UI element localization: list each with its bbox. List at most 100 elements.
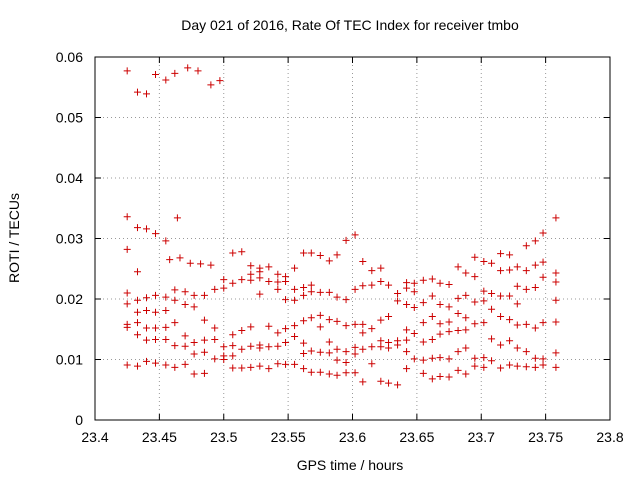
data-point bbox=[454, 348, 462, 356]
data-point bbox=[513, 344, 521, 352]
data-point bbox=[190, 370, 198, 378]
data-point bbox=[316, 348, 324, 356]
data-point bbox=[342, 369, 350, 377]
data-point bbox=[462, 344, 470, 352]
data-point bbox=[462, 269, 470, 277]
data-point bbox=[342, 296, 350, 304]
data-point bbox=[539, 229, 547, 237]
data-point bbox=[152, 291, 160, 299]
data-point bbox=[184, 64, 192, 72]
data-point bbox=[274, 285, 282, 293]
data-point bbox=[513, 321, 521, 329]
data-point bbox=[403, 336, 411, 344]
data-point bbox=[428, 292, 436, 300]
data-point bbox=[256, 274, 264, 282]
data-points bbox=[123, 64, 560, 389]
data-point bbox=[506, 251, 514, 259]
data-point bbox=[307, 347, 315, 355]
data-point bbox=[359, 345, 367, 353]
data-point bbox=[229, 352, 237, 360]
data-point bbox=[454, 366, 462, 374]
data-point bbox=[143, 357, 150, 365]
data-point bbox=[229, 331, 237, 339]
data-point bbox=[368, 360, 376, 368]
data-point bbox=[274, 329, 282, 337]
data-point bbox=[480, 354, 488, 362]
data-point bbox=[123, 245, 131, 253]
data-point bbox=[333, 317, 341, 325]
data-point bbox=[539, 355, 547, 363]
data-point bbox=[428, 313, 436, 321]
data-point bbox=[238, 248, 246, 256]
y-tick-label: 0.03 bbox=[56, 231, 83, 247]
data-point bbox=[368, 343, 376, 351]
data-point bbox=[291, 333, 299, 341]
data-point bbox=[133, 319, 141, 327]
data-point bbox=[522, 348, 530, 356]
data-point bbox=[307, 314, 315, 322]
data-point bbox=[497, 364, 505, 372]
data-point bbox=[471, 354, 479, 362]
data-point bbox=[506, 361, 514, 369]
data-point bbox=[211, 355, 219, 363]
data-point bbox=[368, 281, 376, 289]
data-point bbox=[238, 345, 246, 353]
data-point bbox=[247, 276, 255, 284]
data-point bbox=[211, 336, 219, 344]
data-point bbox=[300, 284, 308, 292]
data-point bbox=[162, 323, 170, 331]
data-point bbox=[133, 88, 141, 96]
data-point bbox=[436, 372, 444, 380]
grid-lines bbox=[94, 56, 611, 421]
chart-title: Day 021 of 2016, Rate Of TEC Index for r… bbox=[181, 17, 519, 33]
data-point bbox=[300, 249, 308, 257]
x-tick-label: 23.75 bbox=[528, 429, 563, 445]
data-point bbox=[552, 278, 560, 286]
data-point bbox=[377, 264, 385, 272]
data-point bbox=[385, 281, 393, 289]
data-point bbox=[539, 258, 547, 266]
data-point bbox=[445, 355, 453, 363]
x-tick-label: 23.6 bbox=[339, 429, 366, 445]
data-point bbox=[282, 277, 290, 285]
data-point bbox=[445, 318, 453, 326]
data-point bbox=[143, 225, 150, 233]
data-point bbox=[522, 242, 530, 250]
data-point bbox=[220, 356, 228, 363]
data-point bbox=[247, 270, 255, 278]
x-tick-label: 23.45 bbox=[142, 429, 177, 445]
data-point bbox=[152, 336, 160, 344]
data-point bbox=[428, 336, 436, 344]
data-point bbox=[152, 71, 160, 79]
data-point bbox=[410, 329, 418, 337]
data-point bbox=[133, 268, 141, 276]
data-point bbox=[419, 369, 427, 377]
data-point bbox=[410, 303, 418, 311]
data-point bbox=[123, 213, 131, 221]
data-point bbox=[419, 276, 427, 284]
data-point bbox=[445, 303, 453, 311]
data-point bbox=[522, 320, 530, 328]
data-point bbox=[368, 325, 376, 333]
data-point bbox=[152, 359, 160, 367]
data-point bbox=[133, 296, 141, 304]
data-point bbox=[143, 336, 150, 344]
data-point bbox=[300, 349, 308, 357]
data-point bbox=[351, 343, 359, 351]
data-point bbox=[377, 377, 385, 385]
data-point bbox=[123, 67, 131, 75]
data-point bbox=[522, 285, 530, 293]
data-point bbox=[123, 289, 131, 297]
data-point bbox=[238, 276, 246, 284]
data-point bbox=[200, 336, 208, 344]
data-point bbox=[274, 360, 282, 368]
data-point bbox=[454, 326, 462, 334]
data-point bbox=[300, 365, 308, 373]
data-point bbox=[291, 296, 299, 304]
data-point bbox=[333, 293, 341, 301]
data-point bbox=[454, 294, 462, 302]
data-point bbox=[171, 296, 179, 304]
data-point bbox=[143, 294, 150, 302]
data-point bbox=[480, 363, 488, 371]
data-point bbox=[282, 339, 290, 347]
